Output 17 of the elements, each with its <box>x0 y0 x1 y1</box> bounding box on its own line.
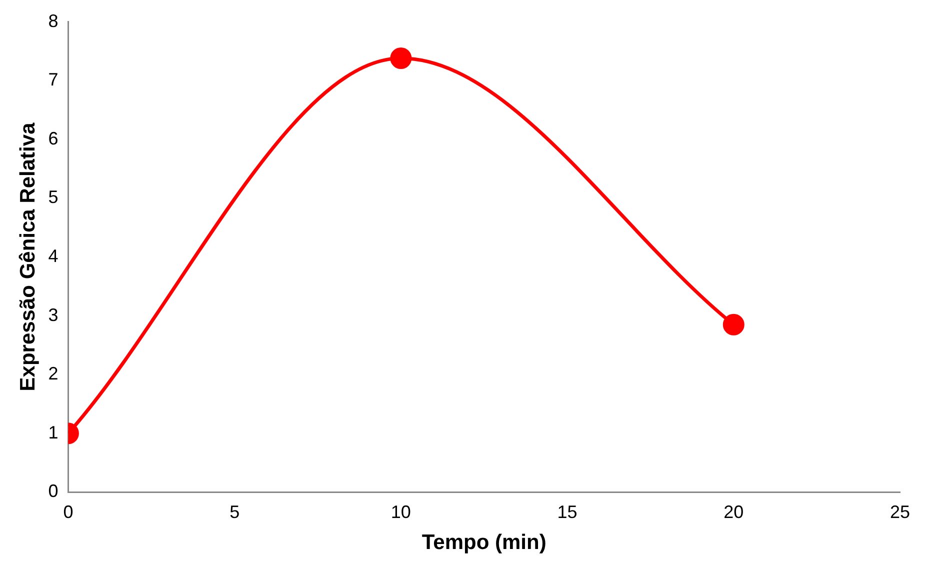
x-axis-title: Tempo (min) <box>422 531 546 554</box>
y-tick-label: 1 <box>48 422 58 442</box>
x-tick-label: 25 <box>890 502 910 522</box>
y-tick-label: 2 <box>48 364 58 384</box>
x-tick-label: 15 <box>557 502 578 522</box>
y-tick-label: 3 <box>48 304 58 325</box>
y-tick-label: 0 <box>48 481 58 502</box>
x-tick-label: 5 <box>230 502 240 522</box>
y-tick-label: 7 <box>48 70 58 90</box>
x-tick-label: 0 <box>63 502 74 522</box>
x-tick-label: 10 <box>390 502 411 522</box>
x-tick-label: 20 <box>724 502 744 522</box>
y-tick-label: 4 <box>48 246 58 266</box>
y-tick-label: 5 <box>48 187 58 208</box>
y-axis-title: Expressão Gênica Relativa <box>16 122 40 392</box>
y-tick-label: 6 <box>48 128 58 148</box>
y-tick-label: 8 <box>48 10 58 31</box>
